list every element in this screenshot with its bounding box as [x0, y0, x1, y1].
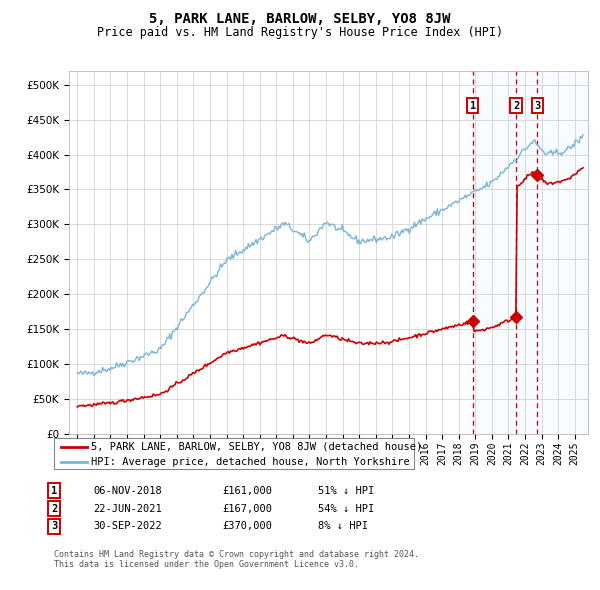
- Text: 06-NOV-2018: 06-NOV-2018: [93, 486, 162, 496]
- Text: Price paid vs. HM Land Registry's House Price Index (HPI): Price paid vs. HM Land Registry's House …: [97, 26, 503, 39]
- Text: 30-SEP-2022: 30-SEP-2022: [93, 522, 162, 531]
- Text: 2: 2: [51, 504, 57, 513]
- Text: 3: 3: [535, 101, 541, 111]
- Text: 54% ↓ HPI: 54% ↓ HPI: [318, 504, 374, 513]
- Text: HPI: Average price, detached house, North Yorkshire: HPI: Average price, detached house, Nort…: [91, 457, 410, 467]
- Text: £370,000: £370,000: [222, 522, 272, 531]
- Text: Contains HM Land Registry data © Crown copyright and database right 2024.: Contains HM Land Registry data © Crown c…: [54, 550, 419, 559]
- Text: £167,000: £167,000: [222, 504, 272, 513]
- Bar: [473, 71, 588, 434]
- Text: 1: 1: [51, 486, 57, 496]
- Text: This data is licensed under the Open Government Licence v3.0.: This data is licensed under the Open Gov…: [54, 560, 359, 569]
- Text: 3: 3: [51, 522, 57, 531]
- Text: 2: 2: [513, 101, 520, 111]
- Text: 51% ↓ HPI: 51% ↓ HPI: [318, 486, 374, 496]
- Text: 8% ↓ HPI: 8% ↓ HPI: [318, 522, 368, 531]
- Text: £161,000: £161,000: [222, 486, 272, 496]
- Text: 5, PARK LANE, BARLOW, SELBY, YO8 8JW (detached house): 5, PARK LANE, BARLOW, SELBY, YO8 8JW (de…: [91, 442, 422, 452]
- Text: 5, PARK LANE, BARLOW, SELBY, YO8 8JW: 5, PARK LANE, BARLOW, SELBY, YO8 8JW: [149, 12, 451, 26]
- Text: 22-JUN-2021: 22-JUN-2021: [93, 504, 162, 513]
- Text: 1: 1: [470, 101, 476, 111]
